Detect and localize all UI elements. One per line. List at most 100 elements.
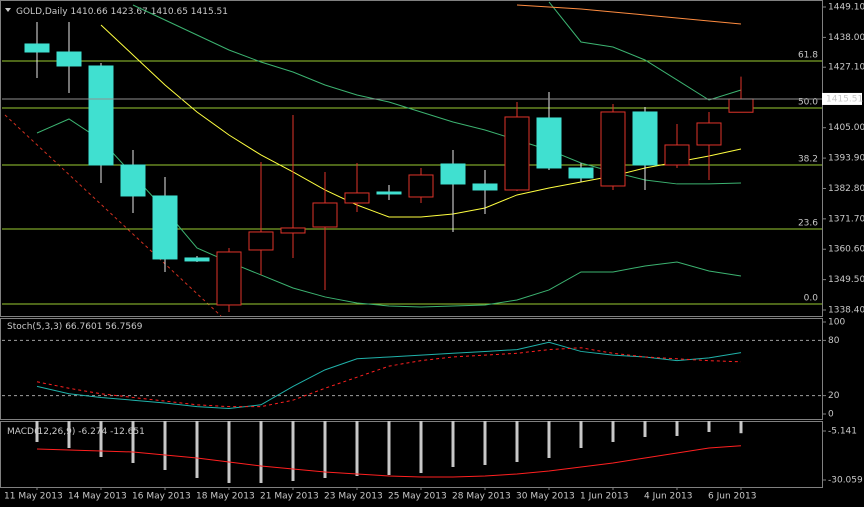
histogram-bar xyxy=(67,421,71,449)
y-tick-label: 1438.00 xyxy=(828,33,864,43)
histogram-bar xyxy=(355,421,359,476)
signal-line xyxy=(36,445,742,478)
y-tick-label: 1382.80 xyxy=(828,184,864,194)
symbol: GOLD,Daily xyxy=(16,7,68,17)
histogram-bar xyxy=(35,421,39,442)
y-tick-label: 0 xyxy=(828,410,834,420)
histogram-bar xyxy=(483,421,487,465)
x-tick-label: 23 May 2013 xyxy=(324,492,383,502)
histogram-bar xyxy=(675,421,679,436)
ohlc-open: 1410.66 xyxy=(71,7,108,17)
y-tick-label: 1338.40 xyxy=(828,306,864,316)
fib-label: 23.6 xyxy=(798,218,818,228)
histogram-bar xyxy=(259,421,263,483)
histogram-bar xyxy=(99,421,103,457)
histogram-bar xyxy=(227,421,231,483)
x-tick-label: 21 May 2013 xyxy=(260,492,319,502)
histogram-bar xyxy=(547,421,551,458)
candle-body xyxy=(696,122,722,146)
stoch-title: Stoch(5,3,3) 66.7601 56.7569 xyxy=(7,322,143,332)
macd-main: -6.274 xyxy=(78,427,107,437)
indicator-line xyxy=(36,347,742,408)
histogram-bar xyxy=(611,421,615,442)
chart-title: GOLD,Daily 1410.66 1423.67 1410.65 1415.… xyxy=(16,7,228,17)
y-tick-label: 80 xyxy=(828,336,840,346)
x-tick-label: 25 May 2013 xyxy=(388,492,447,502)
indicator-line xyxy=(36,341,742,409)
candle-body xyxy=(56,51,82,67)
x-tick-label: 18 May 2013 xyxy=(196,492,255,502)
histogram-bar xyxy=(707,421,711,432)
candle-body xyxy=(120,164,146,197)
x-tick-label: 28 May 2013 xyxy=(452,492,511,502)
ohlc-high: 1423.67 xyxy=(111,7,148,17)
candle-body xyxy=(24,43,50,53)
histogram-bar xyxy=(387,421,391,476)
histogram-bar xyxy=(195,421,199,478)
indicator-line xyxy=(516,4,742,25)
x-tick-label: 16 May 2013 xyxy=(132,492,191,502)
menu-triangle xyxy=(5,8,11,12)
candle-body xyxy=(568,167,594,179)
stoch-main: 66.7601 xyxy=(65,322,102,332)
histogram-bar xyxy=(291,421,295,482)
histogram-bar xyxy=(515,421,519,462)
y-tick-label: 100 xyxy=(828,318,845,328)
candle-body xyxy=(376,191,402,195)
histogram-bar xyxy=(643,421,647,437)
y-tick-label: -5.141 xyxy=(828,426,857,436)
candle-body xyxy=(536,117,562,169)
price-label: 1415.51 xyxy=(826,94,863,104)
x-tick-label: 14 May 2013 xyxy=(68,492,127,502)
candle-body xyxy=(344,192,370,204)
macd-title: MACD(12,26,9) -6.274 -12.651 xyxy=(7,427,145,437)
price-label-box xyxy=(822,92,862,105)
candle-body xyxy=(440,163,466,185)
y-tick-label: 1360.60 xyxy=(828,245,864,255)
histogram-bar xyxy=(579,421,583,449)
y-tick-label: 1393.90 xyxy=(828,154,864,164)
candle-body xyxy=(184,257,210,262)
candle-body xyxy=(88,65,114,166)
y-tick-label: 1405.00 xyxy=(828,123,864,133)
ohlc-low: 1410.65 xyxy=(151,7,188,17)
macd-name: MACD(12,26,9) xyxy=(7,427,75,437)
stoch-panel-frame xyxy=(0,318,823,420)
trend-line xyxy=(4,114,222,317)
x-tick-label: 1 Jun 2013 xyxy=(580,492,628,502)
candle-body xyxy=(600,111,626,187)
histogram-bar xyxy=(323,421,327,478)
stoch-signal: 56.7569 xyxy=(105,322,142,332)
candle-body xyxy=(664,144,690,166)
macd-panel-frame xyxy=(0,421,823,488)
candle-body xyxy=(408,174,434,198)
y-tick-label: 1449.10 xyxy=(828,3,864,13)
x-tick-label: 4 Jun 2013 xyxy=(644,492,692,502)
macd-signal: -12.651 xyxy=(110,427,145,437)
candle-body xyxy=(152,195,178,260)
indicator-line xyxy=(132,4,742,185)
stoch-name: Stoch(5,3,3) xyxy=(7,322,62,332)
histogram-bar xyxy=(131,421,135,463)
candle-body xyxy=(632,111,658,166)
x-tick-label: 11 May 2013 xyxy=(4,492,63,502)
fib-label: 50.0 xyxy=(798,97,818,107)
y-tick-label: -30.059 xyxy=(828,475,863,485)
candle-body xyxy=(504,116,530,191)
fib-label: 61.8 xyxy=(798,50,818,60)
candle-body xyxy=(216,251,242,306)
fib-label: 38.2 xyxy=(798,154,818,164)
fib-label: 0.0 xyxy=(804,293,819,303)
histogram-bar xyxy=(163,421,167,470)
y-tick-label: 1349.50 xyxy=(828,275,864,285)
candle-body xyxy=(248,231,274,251)
candle-body xyxy=(728,98,754,113)
ohlc-close: 1415.51 xyxy=(191,7,228,17)
indicator-line xyxy=(100,24,742,218)
y-tick-label: 1371.70 xyxy=(828,214,864,224)
candle-body xyxy=(312,202,338,228)
y-tick-label: 20 xyxy=(828,391,840,401)
indicator-line xyxy=(548,1,742,101)
